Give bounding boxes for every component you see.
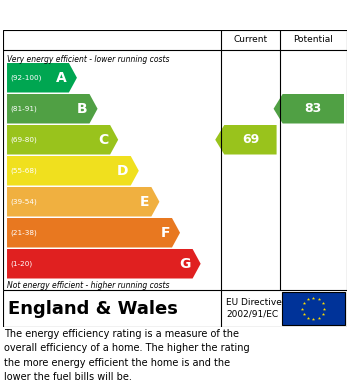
Text: Potential: Potential: [293, 36, 333, 45]
Polygon shape: [7, 249, 201, 278]
Text: (81-91): (81-91): [10, 106, 37, 112]
Polygon shape: [7, 63, 77, 93]
Text: Not energy efficient - higher running costs: Not energy efficient - higher running co…: [7, 281, 169, 290]
Text: Very energy efficient - lower running costs: Very energy efficient - lower running co…: [7, 55, 169, 64]
Text: (92-100): (92-100): [10, 75, 41, 81]
Text: England & Wales: England & Wales: [8, 300, 178, 317]
Text: (21-38): (21-38): [10, 230, 37, 236]
Text: E: E: [140, 195, 149, 209]
Text: 69: 69: [242, 133, 259, 146]
Text: (55-68): (55-68): [10, 167, 37, 174]
Text: A: A: [56, 71, 67, 85]
Text: Energy Efficiency Rating: Energy Efficiency Rating: [8, 7, 218, 23]
Text: The energy efficiency rating is a measure of the
overall efficiency of a home. T: The energy efficiency rating is a measur…: [4, 329, 250, 382]
Polygon shape: [7, 94, 97, 124]
Text: (39-54): (39-54): [10, 199, 37, 205]
Text: 83: 83: [305, 102, 322, 115]
Polygon shape: [7, 156, 139, 185]
Text: Current: Current: [234, 36, 268, 45]
Text: D: D: [117, 164, 129, 178]
Text: C: C: [98, 133, 108, 147]
Text: G: G: [179, 257, 191, 271]
Polygon shape: [7, 187, 159, 217]
Text: (1-20): (1-20): [10, 260, 32, 267]
Polygon shape: [7, 218, 180, 248]
FancyBboxPatch shape: [282, 292, 345, 325]
Text: (69-80): (69-80): [10, 136, 37, 143]
Text: F: F: [160, 226, 170, 240]
Text: EU Directive
2002/91/EC: EU Directive 2002/91/EC: [226, 298, 282, 319]
Text: B: B: [77, 102, 87, 116]
Polygon shape: [7, 125, 118, 154]
Polygon shape: [215, 125, 277, 154]
Polygon shape: [274, 94, 344, 124]
